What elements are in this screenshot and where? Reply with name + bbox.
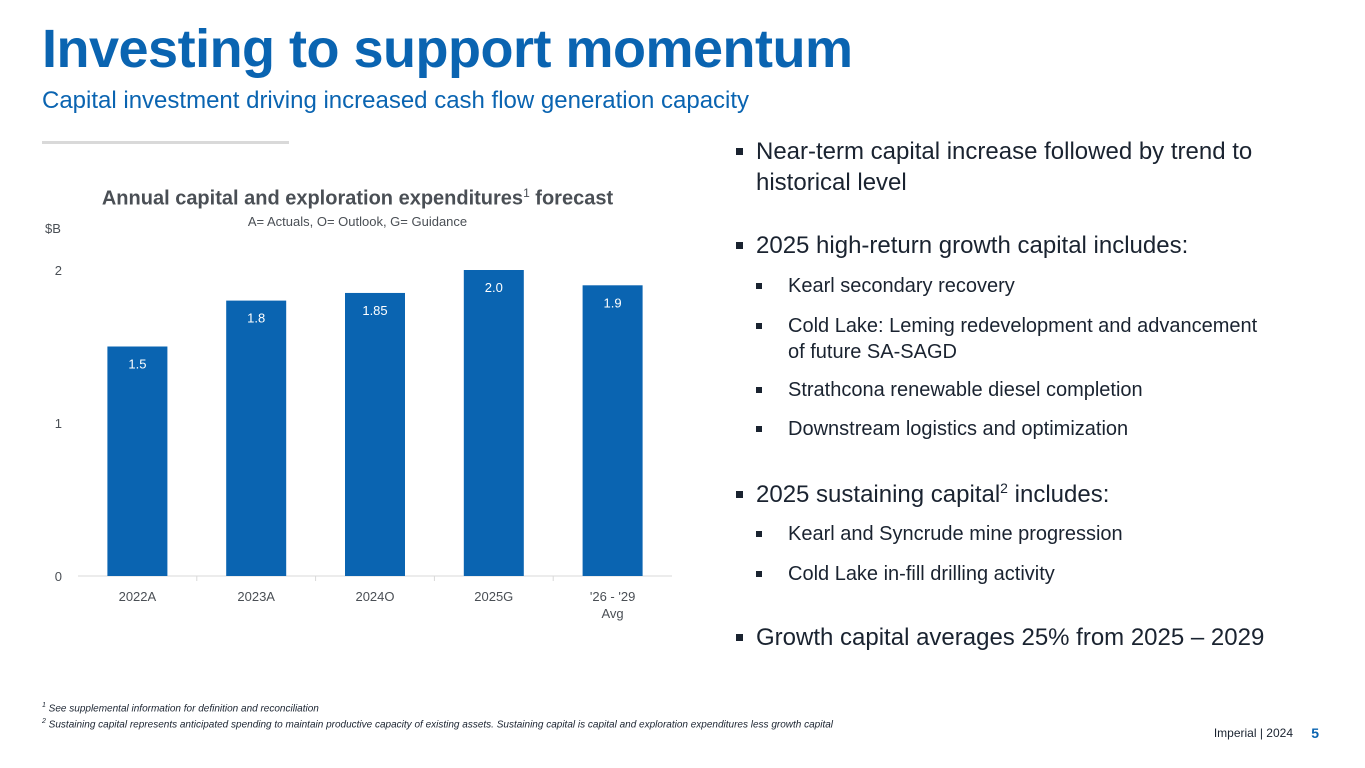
footnotes: 1 See supplemental information for defin…: [42, 699, 833, 732]
title-divider: [42, 141, 289, 144]
y-axis-unit-label: $B: [45, 221, 61, 236]
page-subtitle: Capital investment driving increased cas…: [42, 87, 750, 114]
bullet-sustaining-heading: 2025 sustaining capital2 includes:: [736, 479, 1316, 510]
x-tick-label: '26 - '29: [590, 589, 635, 604]
sub-bullet-downstream-logistics: Downstream logistics and optimization: [756, 416, 1276, 442]
bar-value-label: 1.9: [604, 295, 622, 310]
sub-bullet-strathcona-diesel: Strathcona renewable diesel completion: [756, 377, 1276, 403]
bullet-square-icon: [756, 531, 762, 537]
bar-value-label: 1.8: [247, 311, 265, 326]
bullet-growth-average: Growth capital averages 25% from 2025 – …: [736, 622, 1316, 653]
capex-bar-chart: $B 0 1 2 1.5 2022A 1.8 2023A 1.85 2024O 2.0 2025G 1.…: [45, 221, 672, 621]
bullet-square-icon: [756, 323, 762, 329]
bar-value-label: 2.0: [485, 280, 503, 295]
bullet-square-icon: [756, 387, 762, 393]
sustaining-footnote-ref: 2: [1000, 480, 1008, 496]
footer-company-year: Imperial | 2024: [1213, 726, 1293, 740]
footnote-2: 2 Sustaining capital represents anticipa…: [42, 718, 834, 731]
bar: [107, 346, 168, 576]
x-tick-label: 2022A: [119, 589, 157, 604]
bar: [582, 285, 643, 576]
chart-title: Annual capital and exploration expenditu…: [40, 186, 675, 211]
page-number: 5: [1311, 725, 1319, 741]
x-tick-label: Avg: [602, 606, 624, 621]
bullet-growth-heading: 2025 high-return growth capital includes…: [736, 230, 1316, 261]
y-tick-label: 0: [55, 569, 62, 584]
bar-value-label: 1.85: [362, 303, 387, 318]
bullet-square-icon: [736, 634, 743, 641]
bar-value-label: 1.5: [128, 357, 146, 372]
sub-bullet-kearl-recovery: Kearl secondary recovery: [756, 273, 1276, 299]
bullet-square-icon: [756, 283, 762, 289]
x-tick-label: 2025G: [474, 589, 513, 604]
sub-bullet-cold-lake-infill: Cold Lake in-fill drilling activity: [756, 561, 1276, 587]
bullet-square-icon: [736, 491, 743, 498]
sub-bullet-cold-lake-leming: Cold Lake: Leming redevelopment and adva…: [756, 313, 1276, 365]
bullet-near-term: Near-term capital increase followed by t…: [736, 136, 1316, 198]
chart-legend-note: A= Actuals, O= Outlook, G= Guidance: [247, 214, 468, 229]
bar: [226, 300, 287, 576]
y-tick-label: 1: [55, 416, 62, 431]
footnote-1: 1 See supplemental information for defin…: [42, 702, 319, 715]
bullet-square-icon: [736, 242, 743, 249]
page-title: Investing to support momentum: [42, 19, 853, 79]
y-tick-label: 2: [55, 263, 62, 278]
bar: [345, 292, 405, 576]
chart-title-footnote-ref: 1: [523, 186, 530, 200]
bullet-square-icon: [736, 148, 743, 155]
bullet-square-icon: [756, 426, 762, 432]
x-tick-label: 2023A: [237, 589, 275, 604]
sub-bullet-kearl-syncrude: Kearl and Syncrude mine progression: [756, 521, 1276, 547]
bar: [463, 270, 524, 576]
chart-title-main: Annual capital and exploration expenditu…: [101, 187, 524, 210]
chart-title-end: forecast: [529, 187, 614, 210]
x-tick-label: 2024O: [355, 589, 394, 604]
bullet-square-icon: [756, 571, 762, 577]
